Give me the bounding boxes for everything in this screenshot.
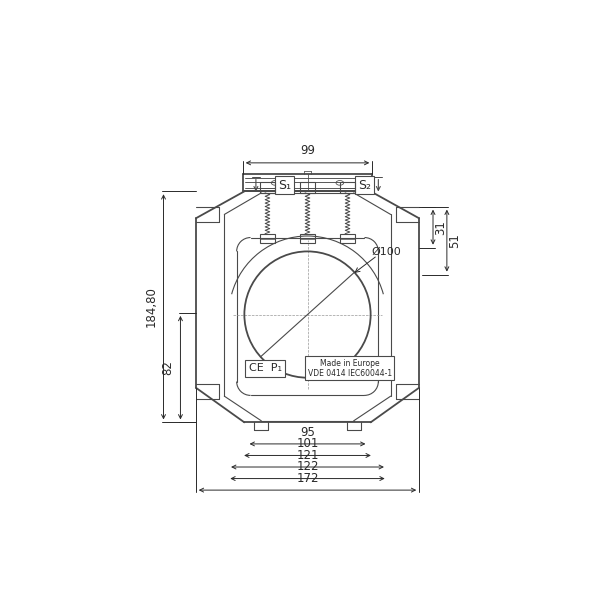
Text: 82: 82 [161, 360, 174, 375]
Text: S₂: S₂ [358, 179, 371, 191]
Text: 101: 101 [296, 437, 319, 450]
Bar [260, 235, 275, 243]
Text: 121: 121 [296, 449, 319, 461]
Text: 172: 172 [296, 472, 319, 485]
Text: Ø100: Ø100 [372, 247, 401, 257]
Bar [300, 235, 315, 243]
Text: 122: 122 [296, 460, 319, 473]
Text: S₁: S₁ [278, 179, 291, 191]
Text: 51: 51 [448, 233, 461, 248]
Bar [340, 235, 355, 243]
Text: 184,80: 184,80 [145, 286, 157, 327]
Text: 95: 95 [300, 425, 315, 439]
Text: Made in Europe
VDE 0414 IEC60044-1: Made in Europe VDE 0414 IEC60044-1 [308, 359, 392, 378]
Text: 31: 31 [434, 220, 447, 235]
Text: CE  P₁: CE P₁ [248, 364, 281, 373]
Text: 99: 99 [300, 145, 315, 157]
